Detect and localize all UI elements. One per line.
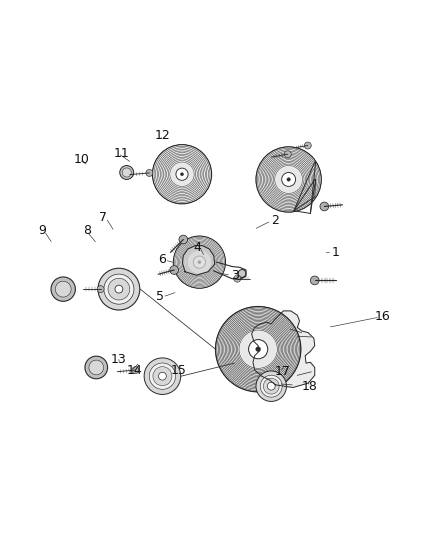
Circle shape: [234, 275, 241, 282]
Text: 11: 11: [114, 147, 129, 160]
Circle shape: [320, 202, 328, 211]
Circle shape: [146, 169, 153, 176]
Circle shape: [115, 285, 123, 293]
Circle shape: [256, 347, 261, 352]
Circle shape: [108, 278, 130, 300]
Circle shape: [179, 235, 187, 244]
Text: 2: 2: [271, 214, 279, 227]
Circle shape: [180, 173, 184, 176]
Polygon shape: [183, 246, 215, 275]
Circle shape: [97, 286, 104, 293]
Circle shape: [287, 177, 290, 181]
Text: 16: 16: [375, 311, 391, 324]
Text: 3: 3: [231, 269, 239, 282]
Circle shape: [89, 360, 104, 375]
Text: 12: 12: [155, 128, 170, 142]
Circle shape: [249, 340, 268, 359]
Text: 9: 9: [39, 224, 46, 237]
Circle shape: [144, 358, 181, 394]
Circle shape: [132, 367, 139, 374]
Circle shape: [238, 270, 246, 277]
Circle shape: [170, 265, 179, 274]
Circle shape: [284, 151, 291, 158]
Circle shape: [198, 261, 201, 264]
Text: 7: 7: [99, 211, 107, 224]
Circle shape: [51, 277, 75, 301]
Circle shape: [55, 281, 71, 297]
Circle shape: [159, 372, 166, 380]
Circle shape: [256, 147, 321, 212]
Text: 8: 8: [83, 224, 91, 237]
Circle shape: [173, 236, 226, 288]
Circle shape: [85, 356, 108, 379]
Circle shape: [256, 371, 286, 401]
Text: 17: 17: [275, 365, 290, 378]
Circle shape: [263, 378, 279, 394]
Text: 18: 18: [302, 380, 318, 393]
Circle shape: [260, 375, 282, 397]
Circle shape: [152, 144, 212, 204]
Text: 10: 10: [73, 153, 89, 166]
Text: 13: 13: [110, 353, 126, 366]
Text: 14: 14: [127, 365, 142, 377]
Polygon shape: [252, 311, 315, 387]
Circle shape: [304, 142, 311, 149]
Circle shape: [149, 363, 176, 389]
Circle shape: [215, 306, 301, 392]
Circle shape: [98, 268, 140, 310]
Circle shape: [104, 274, 134, 304]
Circle shape: [122, 168, 131, 177]
Circle shape: [120, 166, 134, 180]
Circle shape: [176, 168, 188, 180]
Circle shape: [267, 382, 275, 390]
Circle shape: [282, 173, 296, 187]
Text: 4: 4: [193, 241, 201, 254]
Text: 6: 6: [158, 254, 166, 266]
Circle shape: [311, 276, 319, 285]
Circle shape: [153, 367, 172, 386]
Text: 1: 1: [332, 246, 340, 259]
Circle shape: [193, 256, 205, 268]
Text: 5: 5: [156, 290, 164, 303]
Text: 15: 15: [171, 365, 187, 377]
